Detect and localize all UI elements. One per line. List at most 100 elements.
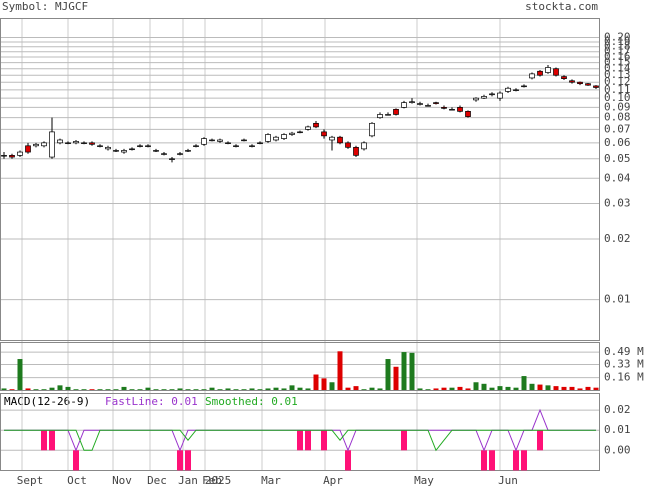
- candle-body: [169, 158, 175, 160]
- volume-bar: [521, 376, 527, 390]
- volume-bar: [185, 389, 191, 390]
- volume-bar: [425, 389, 431, 390]
- macd-hist-bar: [297, 430, 303, 451]
- candle-body: [137, 145, 143, 147]
- volume-bar: [169, 389, 175, 390]
- candle-body: [385, 114, 391, 116]
- volume-bar: [473, 382, 479, 390]
- volume-bar: [441, 387, 447, 390]
- candle-body: [497, 92, 503, 99]
- candle-body: [81, 142, 87, 144]
- y-tick-label: 0.11: [604, 83, 631, 96]
- panel-frame: [0, 393, 600, 471]
- y-tick-label: 0.49 M: [604, 345, 644, 358]
- candle-body: [257, 142, 263, 144]
- candle-body: [161, 153, 167, 155]
- candle-body: [449, 108, 455, 111]
- x-tick-label: Oct: [67, 474, 87, 486]
- y-tick-label: 0.15: [604, 56, 631, 69]
- panel-frame: [0, 18, 600, 341]
- candle-body: [209, 139, 215, 142]
- macd-hist-bar: [521, 450, 527, 471]
- volume-bar: [545, 385, 551, 390]
- candle-body: [49, 131, 55, 158]
- y-tick-label: 0.19: [604, 35, 631, 48]
- macd-hist-bar: [177, 450, 183, 471]
- candle-body: [97, 145, 103, 147]
- candle-body: [513, 89, 519, 91]
- volume-bar: [249, 388, 255, 390]
- candle-body: [41, 142, 47, 147]
- macd-hist-bar: [185, 450, 191, 471]
- candle-body: [289, 132, 295, 135]
- macd-hist-bar: [489, 450, 495, 471]
- volume-bar: [161, 389, 167, 390]
- volume-bar: [225, 388, 231, 390]
- volume-bar: [257, 389, 263, 390]
- volume-bar: [273, 387, 279, 390]
- volume-bar: [121, 386, 127, 390]
- volume-bar: [145, 387, 151, 390]
- y-tick-label: 0.18: [604, 40, 631, 53]
- candle-body: [249, 145, 255, 147]
- candle-body: [313, 122, 319, 128]
- volume-bar: [377, 388, 383, 390]
- candle-body: [521, 85, 527, 88]
- candle-body: [417, 103, 423, 105]
- candle-body: [105, 146, 111, 150]
- y-tick-label: 0.01: [604, 293, 631, 306]
- volume-bar: [321, 378, 327, 390]
- candle-body: [409, 101, 415, 103]
- y-tick-label: 0.09: [604, 100, 631, 113]
- candle-body: [425, 105, 431, 107]
- y-tick-label: 0.13: [604, 68, 631, 81]
- y-tick-label: 0.02: [604, 403, 631, 416]
- y-tick-label: 0.33 M: [604, 357, 644, 370]
- x-tick-label: Jan: [178, 474, 198, 486]
- x-tick-label: Jun: [498, 474, 518, 486]
- candle-body: [129, 148, 135, 151]
- y-tick-label: 0.16 M: [604, 371, 644, 384]
- volume-bar: [457, 386, 463, 390]
- candle-body: [441, 107, 447, 109]
- candle-body: [377, 114, 383, 119]
- y-tick-label: 0.06: [604, 136, 631, 149]
- volume-bar: [489, 387, 495, 390]
- y-tick-label: 0.02: [604, 232, 631, 245]
- symbol-label: Symbol: MJGCF: [2, 0, 88, 13]
- candle-body: [345, 142, 351, 148]
- volume-bar: [193, 389, 199, 390]
- macd-title: MACD(12-26-9): [4, 395, 90, 408]
- volume-bar: [57, 385, 63, 390]
- y-tick-label: 0.14: [604, 62, 631, 75]
- candle-body: [273, 136, 279, 141]
- y-tick-label: 0.05: [604, 152, 631, 165]
- candle-body: [33, 143, 39, 147]
- candle-body: [321, 131, 327, 137]
- macd-hist-bar: [49, 430, 55, 451]
- volume-bar: [561, 386, 567, 390]
- y-tick-label: 0.08: [604, 111, 631, 124]
- volume-bar: [497, 386, 503, 390]
- volume-bar: [137, 389, 143, 390]
- candle-body: [545, 67, 551, 73]
- candle-body: [265, 134, 271, 142]
- y-tick-label: 0.04: [604, 171, 631, 184]
- volume-bar: [529, 383, 535, 390]
- candle-body: [401, 102, 407, 108]
- candle-body: [569, 80, 575, 83]
- volume-bar: [337, 351, 343, 390]
- candle-body: [73, 141, 79, 144]
- macd-hist-bar: [537, 430, 543, 451]
- volume-bar: [401, 352, 407, 390]
- volume-bar: [329, 382, 335, 390]
- candle-body: [225, 142, 231, 144]
- volume-bar: [65, 386, 71, 390]
- volume-bar: [585, 386, 591, 390]
- volume-bar: [209, 387, 215, 390]
- candle-body: [553, 68, 559, 76]
- candle-body: [25, 145, 31, 153]
- candle-body: [17, 151, 23, 156]
- candle-body: [305, 126, 311, 130]
- candle-body: [529, 73, 535, 79]
